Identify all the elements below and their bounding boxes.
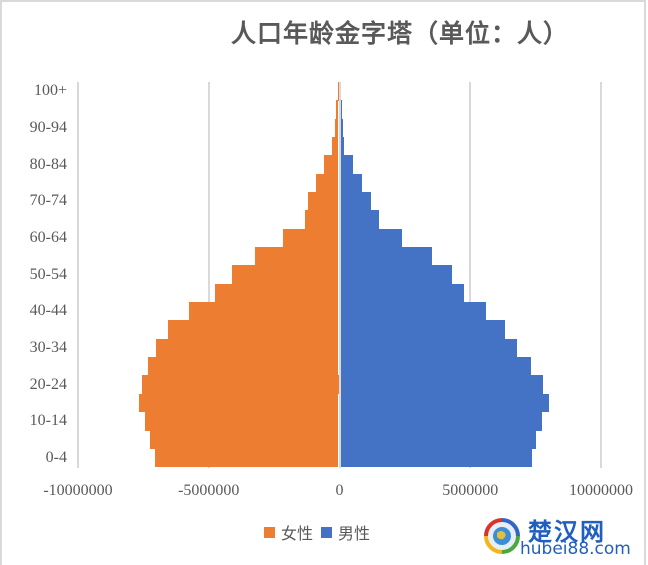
- legend-item-male[interactable]: 男性: [321, 520, 370, 544]
- gridline: [77, 82, 79, 468]
- legend-swatch-male: [321, 526, 333, 538]
- bar-female-80-84[interactable]: [324, 155, 339, 175]
- bar-female-15-19[interactable]: [139, 393, 339, 413]
- bar-male-75-79[interactable]: [340, 173, 363, 193]
- bar-male-5-9[interactable]: [340, 430, 536, 450]
- x-tick-label: 0: [335, 482, 344, 499]
- bar-male-35-39[interactable]: [340, 320, 505, 340]
- legend-item-female[interactable]: 女性: [264, 520, 313, 544]
- bar-female-35-39[interactable]: [168, 320, 339, 340]
- chart-title: 人口年龄金字塔（单位：人）: [230, 19, 569, 48]
- bar-female-10-14[interactable]: [144, 412, 339, 431]
- y-tick-label: 20-24: [29, 375, 67, 393]
- globe-logo-icon: [484, 518, 520, 554]
- bar-male-20-24[interactable]: [340, 375, 543, 395]
- bar-male-30-34[interactable]: [340, 338, 518, 358]
- gridline: [338, 82, 341, 468]
- bar-male-60-64[interactable]: [340, 228, 403, 248]
- gridline: [207, 82, 210, 468]
- legend-label-female: 女性: [281, 524, 314, 543]
- bar-male-90-94[interactable]: [340, 118, 343, 138]
- bar-female-95-99[interactable]: [336, 100, 339, 120]
- bar-male-10-14[interactable]: [340, 412, 542, 431]
- bar-male-25-29[interactable]: [340, 357, 531, 376]
- y-tick-label: 70-74: [29, 192, 67, 210]
- bar-female-5-9[interactable]: [150, 430, 339, 450]
- x-tick-label: 5000000: [442, 482, 499, 499]
- bar-male-70-74[interactable]: [340, 192, 372, 211]
- x-tick-label: -5000000: [178, 482, 240, 499]
- legend-swatch-female: [264, 526, 275, 538]
- bar-female-65-69[interactable]: [304, 210, 339, 230]
- y-tick-label: 60-64: [29, 228, 67, 246]
- bar-male-15-19[interactable]: [340, 393, 549, 413]
- y-tick-label: 30-34: [29, 338, 67, 356]
- watermark-name: 楚汉网: [528, 518, 606, 546]
- bar-female-70-74[interactable]: [308, 192, 339, 211]
- legend-label-male: 男性: [338, 524, 371, 543]
- x-tick-label: -10000000: [43, 482, 113, 499]
- y-tick-label: 10-14: [29, 412, 67, 430]
- bar-female-0-4[interactable]: [154, 448, 339, 468]
- bar-female-40-44[interactable]: [189, 302, 339, 321]
- bar-male-40-44[interactable]: [340, 302, 486, 321]
- watermark-logo: 楚汉网 hubei88.com: [480, 512, 640, 560]
- x-tick-label: 10000000: [569, 482, 633, 499]
- bar-male-45-49[interactable]: [340, 283, 464, 303]
- bar-female-55-59[interactable]: [254, 247, 339, 266]
- bar-female-90-94[interactable]: [335, 118, 339, 138]
- legend: 女性 男性: [264, 520, 378, 544]
- bar-female-60-64[interactable]: [282, 228, 339, 248]
- bar-male-85-89[interactable]: [340, 137, 345, 156]
- bar-female-45-49[interactable]: [215, 283, 339, 303]
- bar-male-65-69[interactable]: [340, 210, 380, 230]
- y-tick-label: 40-44: [29, 302, 67, 320]
- bar-male-95-99[interactable]: [340, 100, 342, 120]
- bar-female-20-24[interactable]: [142, 375, 339, 395]
- bar-female-25-29[interactable]: [148, 357, 339, 376]
- y-tick-label: 90-94: [29, 118, 67, 136]
- bar-male-80-84[interactable]: [340, 155, 354, 175]
- bar-female-85-89[interactable]: [331, 137, 339, 156]
- y-tick-label: 0-4: [45, 448, 67, 466]
- bar-female-50-54[interactable]: [232, 265, 339, 285]
- y-tick-label: 80-84: [29, 155, 67, 173]
- bar-female-75-79[interactable]: [315, 173, 339, 193]
- gridline: [469, 82, 472, 468]
- gridline: [600, 82, 602, 468]
- bar-male-0-4[interactable]: [340, 448, 532, 468]
- watermark-url: hubei88.com: [520, 539, 631, 559]
- bar-male-55-59[interactable]: [340, 247, 432, 266]
- bar-female-30-34[interactable]: [155, 338, 339, 358]
- y-tick-label: 100+: [33, 82, 67, 100]
- bar-male-50-54[interactable]: [340, 265, 452, 285]
- y-tick-label: 50-54: [29, 265, 67, 283]
